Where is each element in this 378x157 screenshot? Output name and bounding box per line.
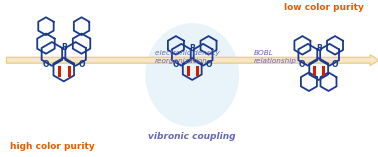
Text: O: O: [42, 60, 49, 69]
Ellipse shape: [145, 23, 239, 127]
FancyArrow shape: [6, 55, 378, 66]
Text: O: O: [206, 60, 212, 69]
Text: B: B: [316, 44, 322, 53]
Text: BOBL: BOBL: [254, 50, 273, 56]
Text: O: O: [299, 60, 305, 69]
Text: B: B: [189, 44, 195, 53]
Text: O: O: [79, 60, 85, 69]
Text: O: O: [332, 60, 338, 69]
Text: relationship: relationship: [254, 58, 296, 64]
Text: low color purity: low color purity: [284, 3, 364, 12]
Text: O: O: [172, 60, 179, 69]
Text: B: B: [61, 43, 67, 52]
Text: high color purity: high color purity: [9, 142, 94, 151]
Text: electronic density: electronic density: [155, 50, 219, 56]
Text: vibronic coupling: vibronic coupling: [149, 132, 236, 141]
Text: reorganization: reorganization: [155, 58, 208, 64]
